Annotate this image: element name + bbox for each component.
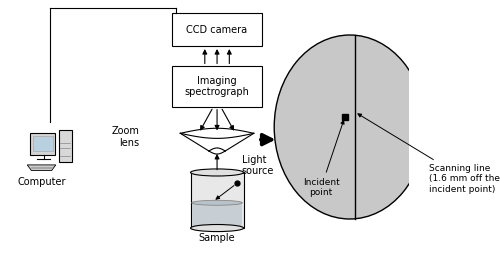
Polygon shape xyxy=(27,165,56,170)
Bar xyxy=(30,133,56,155)
Bar xyxy=(58,130,71,162)
Text: Sample: Sample xyxy=(198,233,235,243)
Ellipse shape xyxy=(190,169,244,176)
Ellipse shape xyxy=(192,200,242,205)
Text: Scanning line
(1.6 mm off the
incident point): Scanning line (1.6 mm off the incident p… xyxy=(358,114,500,194)
Text: CCD camera: CCD camera xyxy=(186,25,248,35)
Bar xyxy=(190,172,244,228)
Text: Computer: Computer xyxy=(18,177,66,187)
Ellipse shape xyxy=(274,35,426,219)
Bar xyxy=(172,66,262,107)
Text: Imaging
spectrograph: Imaging spectrograph xyxy=(184,76,250,97)
Ellipse shape xyxy=(190,225,244,232)
Text: Incident
point: Incident point xyxy=(303,121,344,197)
Text: Zoom
lens: Zoom lens xyxy=(112,126,140,148)
Bar xyxy=(192,202,242,227)
Bar xyxy=(172,13,262,46)
Text: Light
source: Light source xyxy=(242,155,274,176)
Bar xyxy=(32,136,53,151)
